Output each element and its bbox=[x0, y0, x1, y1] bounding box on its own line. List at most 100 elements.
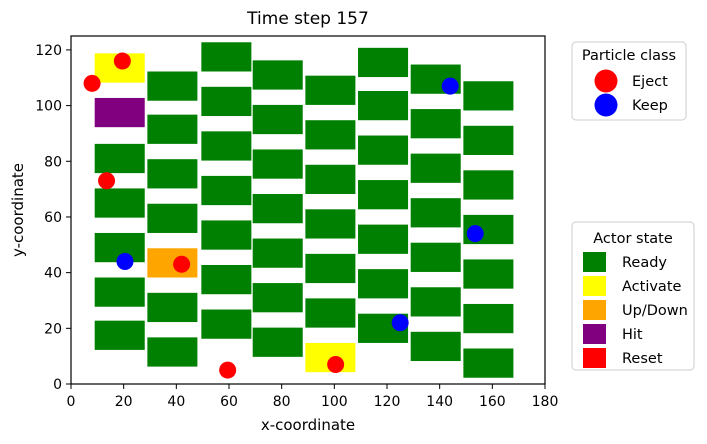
actor-block bbox=[94, 97, 145, 128]
actors-layer bbox=[94, 42, 514, 378]
actor-block bbox=[252, 193, 303, 224]
actor-block bbox=[201, 42, 252, 72]
actor-block bbox=[305, 75, 356, 105]
legend-title: Actor state bbox=[593, 231, 673, 247]
y-tick-label: 120 bbox=[35, 43, 62, 59]
legend-label: Keep bbox=[632, 98, 668, 114]
actor-block bbox=[410, 109, 461, 139]
y-tick-label: 20 bbox=[44, 321, 62, 337]
actor-block bbox=[147, 114, 198, 144]
x-tick-label: 180 bbox=[532, 394, 559, 410]
actor-block bbox=[94, 143, 145, 174]
particle-eject-point bbox=[219, 361, 237, 379]
actor-block bbox=[410, 242, 461, 272]
actor-block bbox=[463, 81, 514, 111]
x-tick-label: 140 bbox=[426, 394, 453, 410]
particle-keep-point bbox=[116, 253, 134, 271]
actor-block bbox=[305, 120, 356, 150]
particle-eject-point bbox=[83, 74, 101, 92]
x-tick-label: 20 bbox=[115, 394, 133, 410]
x-tick-label: 100 bbox=[321, 394, 348, 410]
actor-block bbox=[463, 303, 514, 334]
actor-block bbox=[201, 309, 252, 339]
actor-block bbox=[252, 60, 303, 90]
actor-block bbox=[94, 320, 145, 350]
actor-block bbox=[305, 253, 356, 284]
actor-block bbox=[358, 135, 409, 165]
actor-block bbox=[305, 164, 356, 194]
actor-block bbox=[358, 47, 409, 78]
actor-block bbox=[147, 159, 198, 189]
legend-label: Activate bbox=[622, 279, 682, 295]
legend-label: Up/Down bbox=[622, 303, 688, 319]
y-tick-label: 80 bbox=[44, 154, 62, 170]
x-axis: 0 20 40 60 80 100 120 140 160 180 bbox=[67, 384, 559, 410]
legend-label: Eject bbox=[632, 74, 668, 90]
actor-block bbox=[201, 86, 252, 117]
plot-frame bbox=[70, 35, 546, 385]
y-axis-label: y-coordinate bbox=[9, 163, 27, 257]
particle-eject-point bbox=[327, 356, 345, 374]
actor-block bbox=[358, 90, 409, 121]
legend-marker bbox=[583, 252, 606, 272]
legend-marker bbox=[583, 300, 606, 320]
actor-block bbox=[305, 209, 356, 239]
actor-block bbox=[305, 298, 356, 328]
y-axis: 0 20 40 60 80 100 120 bbox=[35, 43, 71, 393]
actor-block bbox=[201, 264, 252, 295]
actor-block bbox=[463, 259, 514, 289]
legend-label: Hit bbox=[622, 327, 643, 343]
x-tick-label: 40 bbox=[167, 394, 185, 410]
x-tick-label: 80 bbox=[273, 394, 291, 410]
x-tick-label: 0 bbox=[67, 394, 76, 410]
legend-marker bbox=[583, 324, 606, 344]
legend-marker bbox=[583, 348, 606, 368]
actor-block bbox=[252, 327, 303, 357]
actor-block bbox=[463, 348, 514, 378]
actor-block bbox=[94, 188, 145, 218]
actor-block bbox=[147, 203, 198, 233]
particle-keep-point bbox=[466, 225, 484, 243]
legend-label: Reset bbox=[622, 351, 663, 367]
legend-label: Ready bbox=[622, 255, 667, 271]
actor-block bbox=[201, 220, 252, 250]
legend-marker bbox=[583, 276, 606, 296]
particle-eject-point bbox=[113, 52, 131, 70]
actor-block bbox=[201, 131, 252, 161]
actor-block bbox=[147, 71, 198, 101]
legend-particle-class: Particle class Eject Keep bbox=[571, 41, 687, 121]
particle-keep-point bbox=[441, 77, 459, 95]
actor-block bbox=[201, 175, 252, 206]
actor-block bbox=[252, 149, 303, 179]
actor-block bbox=[410, 287, 461, 317]
y-tick-label: 100 bbox=[35, 99, 62, 115]
particle-eject-point bbox=[98, 172, 116, 190]
actor-block bbox=[463, 170, 514, 200]
x-axis-label: x-coordinate bbox=[261, 416, 355, 434]
actor-block bbox=[410, 331, 461, 362]
y-tick-label: 60 bbox=[44, 210, 62, 226]
particle-keep-point bbox=[391, 314, 409, 332]
actor-block bbox=[252, 104, 303, 135]
actor-block bbox=[358, 269, 409, 299]
legend-actor-state: Actor state Ready Activate Up/Down Hit Reset bbox=[571, 221, 695, 371]
x-tick-label: 60 bbox=[220, 394, 238, 410]
actor-block bbox=[358, 224, 409, 254]
particle-eject-point bbox=[173, 255, 191, 273]
actor-block bbox=[94, 277, 145, 307]
actor-block bbox=[252, 283, 303, 313]
actor-block bbox=[147, 337, 198, 367]
x-tick-label: 120 bbox=[374, 394, 401, 410]
actor-block bbox=[410, 198, 461, 228]
actor-block bbox=[358, 180, 409, 210]
chart-title: Time step 157 bbox=[246, 9, 369, 29]
actor-block bbox=[252, 238, 303, 268]
actor-block bbox=[410, 153, 461, 183]
legend-marker bbox=[594, 93, 618, 117]
actor-block bbox=[147, 292, 198, 323]
y-tick-label: 40 bbox=[44, 266, 62, 282]
particles-layer bbox=[83, 52, 484, 379]
legend-title: Particle class bbox=[582, 48, 676, 64]
